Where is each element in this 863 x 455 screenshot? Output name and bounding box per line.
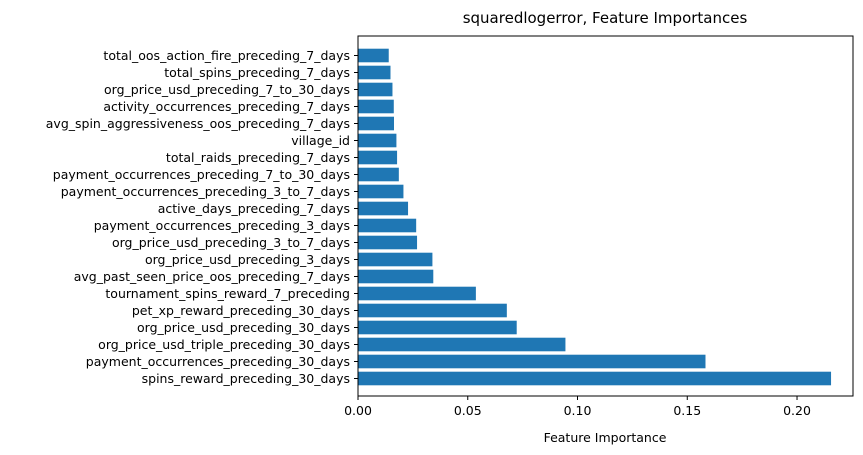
bar-avg_past_seen_price_oos_preceding_7_days (358, 269, 434, 284)
bar-payment_occurrences_preceding_3_to_7_days (358, 184, 404, 199)
x-axis-label: Feature Importance (544, 430, 667, 445)
bar-org_price_usd_preceding_7_to_30_days (358, 82, 393, 97)
category-label: org_price_usd_preceding_3_to_7_days (112, 235, 350, 250)
bar-total_raids_preceding_7_days (358, 150, 398, 165)
x-tick-label: 0.15 (673, 403, 701, 418)
bar-org_price_usd_preceding_3_to_7_days (358, 235, 418, 250)
category-label: tournament_spins_reward_7_preceding (105, 286, 350, 301)
bar-org_price_usd_preceding_3_days (358, 252, 433, 267)
bar-payment_occurrences_preceding_7_to_30_days (358, 167, 399, 182)
category-label: payment_occurrences_preceding_30_days (86, 354, 350, 369)
category-label: total_oos_action_fire_preceding_7_days (103, 48, 350, 63)
bar-org_price_usd_preceding_30_days (358, 320, 517, 335)
category-label: activity_occurrences_preceding_7_days (103, 99, 350, 114)
bar-village_id (358, 133, 397, 148)
bar-payment_occurrences_preceding_3_days (358, 218, 417, 233)
chart-title: squaredlogerror, Feature Importances (463, 9, 748, 27)
bar-activity_occurrences_preceding_7_days (358, 99, 394, 114)
plot-frame (357, 35, 854, 397)
category-label: payment_occurrences_preceding_7_to_30_da… (53, 167, 350, 182)
bar-spins_reward_preceding_30_days (358, 371, 832, 386)
category-label: total_raids_preceding_7_days (166, 150, 350, 165)
category-label: village_id (291, 133, 350, 148)
x-axis-ticks: 0.00 0.05 0.10 0.15 0.20 (344, 396, 811, 418)
bar-total_oos_action_fire_preceding_7_days (358, 48, 389, 63)
category-label: active_days_preceding_7_days (158, 201, 350, 216)
x-tick-label: 0.05 (454, 403, 482, 418)
category-label: spins_reward_preceding_30_days (142, 371, 350, 386)
category-label: avg_spin_aggressiveness_oos_preceding_7_… (46, 116, 350, 131)
bar-active_days_preceding_7_days (358, 201, 409, 216)
bar-avg_spin_aggressiveness_oos_preceding_7_days (358, 116, 394, 131)
bars-group (358, 48, 832, 386)
category-label: pet_xp_reward_preceding_30_days (132, 303, 350, 318)
category-label: org_price_usd_triple_preceding_30_days (98, 337, 350, 352)
bar-total_spins_preceding_7_days (358, 65, 391, 80)
category-label: org_price_usd_preceding_3_days (145, 252, 350, 267)
x-tick-label: 0.00 (344, 403, 372, 418)
category-label: org_price_usd_preceding_7_to_30_days (104, 82, 350, 97)
bar-org_price_usd_triple_preceding_30_days (358, 337, 566, 352)
category-label: total_spins_preceding_7_days (164, 65, 350, 80)
category-label: payment_occurrences_preceding_3_days (94, 218, 350, 233)
x-tick-label: 0.10 (564, 403, 592, 418)
category-label: payment_occurrences_preceding_3_to_7_day… (61, 184, 350, 199)
bar-payment_occurrences_preceding_30_days (358, 354, 706, 369)
x-tick-label: 0.20 (783, 403, 811, 418)
category-label: avg_past_seen_price_oos_preceding_7_days (74, 269, 350, 284)
category-labels: spins_reward_preceding_30_days payment_oc… (46, 48, 358, 386)
bar-pet_xp_reward_preceding_30_days (358, 303, 507, 318)
category-label: org_price_usd_preceding_30_days (137, 320, 350, 335)
bar-tournament_spins_reward_7_preceding (358, 286, 476, 301)
